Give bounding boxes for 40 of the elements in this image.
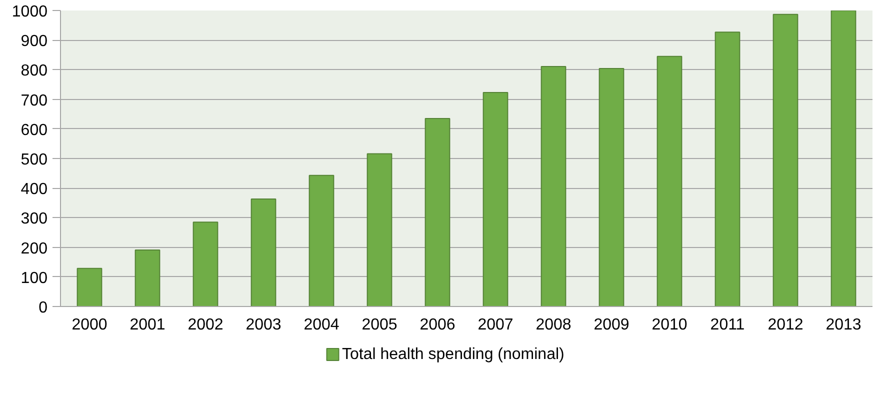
bar [656, 56, 682, 306]
y-tick-label: 100 [20, 270, 48, 287]
bar [424, 118, 450, 306]
bar [714, 32, 740, 306]
x-tick-label: 2003 [246, 316, 282, 334]
y-tick-label: 400 [20, 181, 48, 198]
bar [366, 153, 392, 306]
bar [830, 10, 856, 306]
bar [772, 14, 798, 306]
x-tick-label: 2012 [768, 316, 804, 334]
bar [482, 92, 508, 306]
x-tick-label: 2002 [188, 316, 224, 334]
y-tick-label: 0 [38, 300, 48, 316]
x-tick-label: 2001 [130, 316, 166, 334]
x-tick-label: 2007 [478, 316, 514, 334]
legend-label: Total health spending (nominal) [342, 346, 564, 363]
y-tick-label: 600 [20, 122, 48, 139]
y-tick-label: 1000 [12, 4, 48, 20]
y-tick-label: 800 [20, 62, 48, 80]
x-tick-label: 2008 [536, 316, 572, 334]
y-tick-label: 900 [20, 33, 48, 50]
x-tick-label: 2004 [304, 316, 340, 334]
x-tick-label: 2006 [420, 316, 456, 334]
x-tick-label: 2005 [362, 316, 398, 334]
y-tick-label: 700 [20, 92, 48, 110]
x-tick-label: 2000 [72, 316, 108, 334]
bar [192, 222, 218, 306]
bar [134, 249, 160, 306]
y-tick-label: 300 [20, 210, 48, 228]
bar [76, 268, 102, 306]
y-tick-label: 200 [20, 240, 48, 258]
x-tick-label: 2010 [652, 316, 688, 334]
x-tick-label: 2011 [710, 316, 745, 334]
x-tick-label: 2013 [826, 316, 862, 334]
x-tick-label: 2009 [594, 316, 630, 334]
bar [308, 174, 334, 306]
bar [540, 66, 566, 306]
bar [250, 198, 276, 306]
bar [598, 68, 624, 306]
y-tick-label: 500 [20, 152, 48, 168]
